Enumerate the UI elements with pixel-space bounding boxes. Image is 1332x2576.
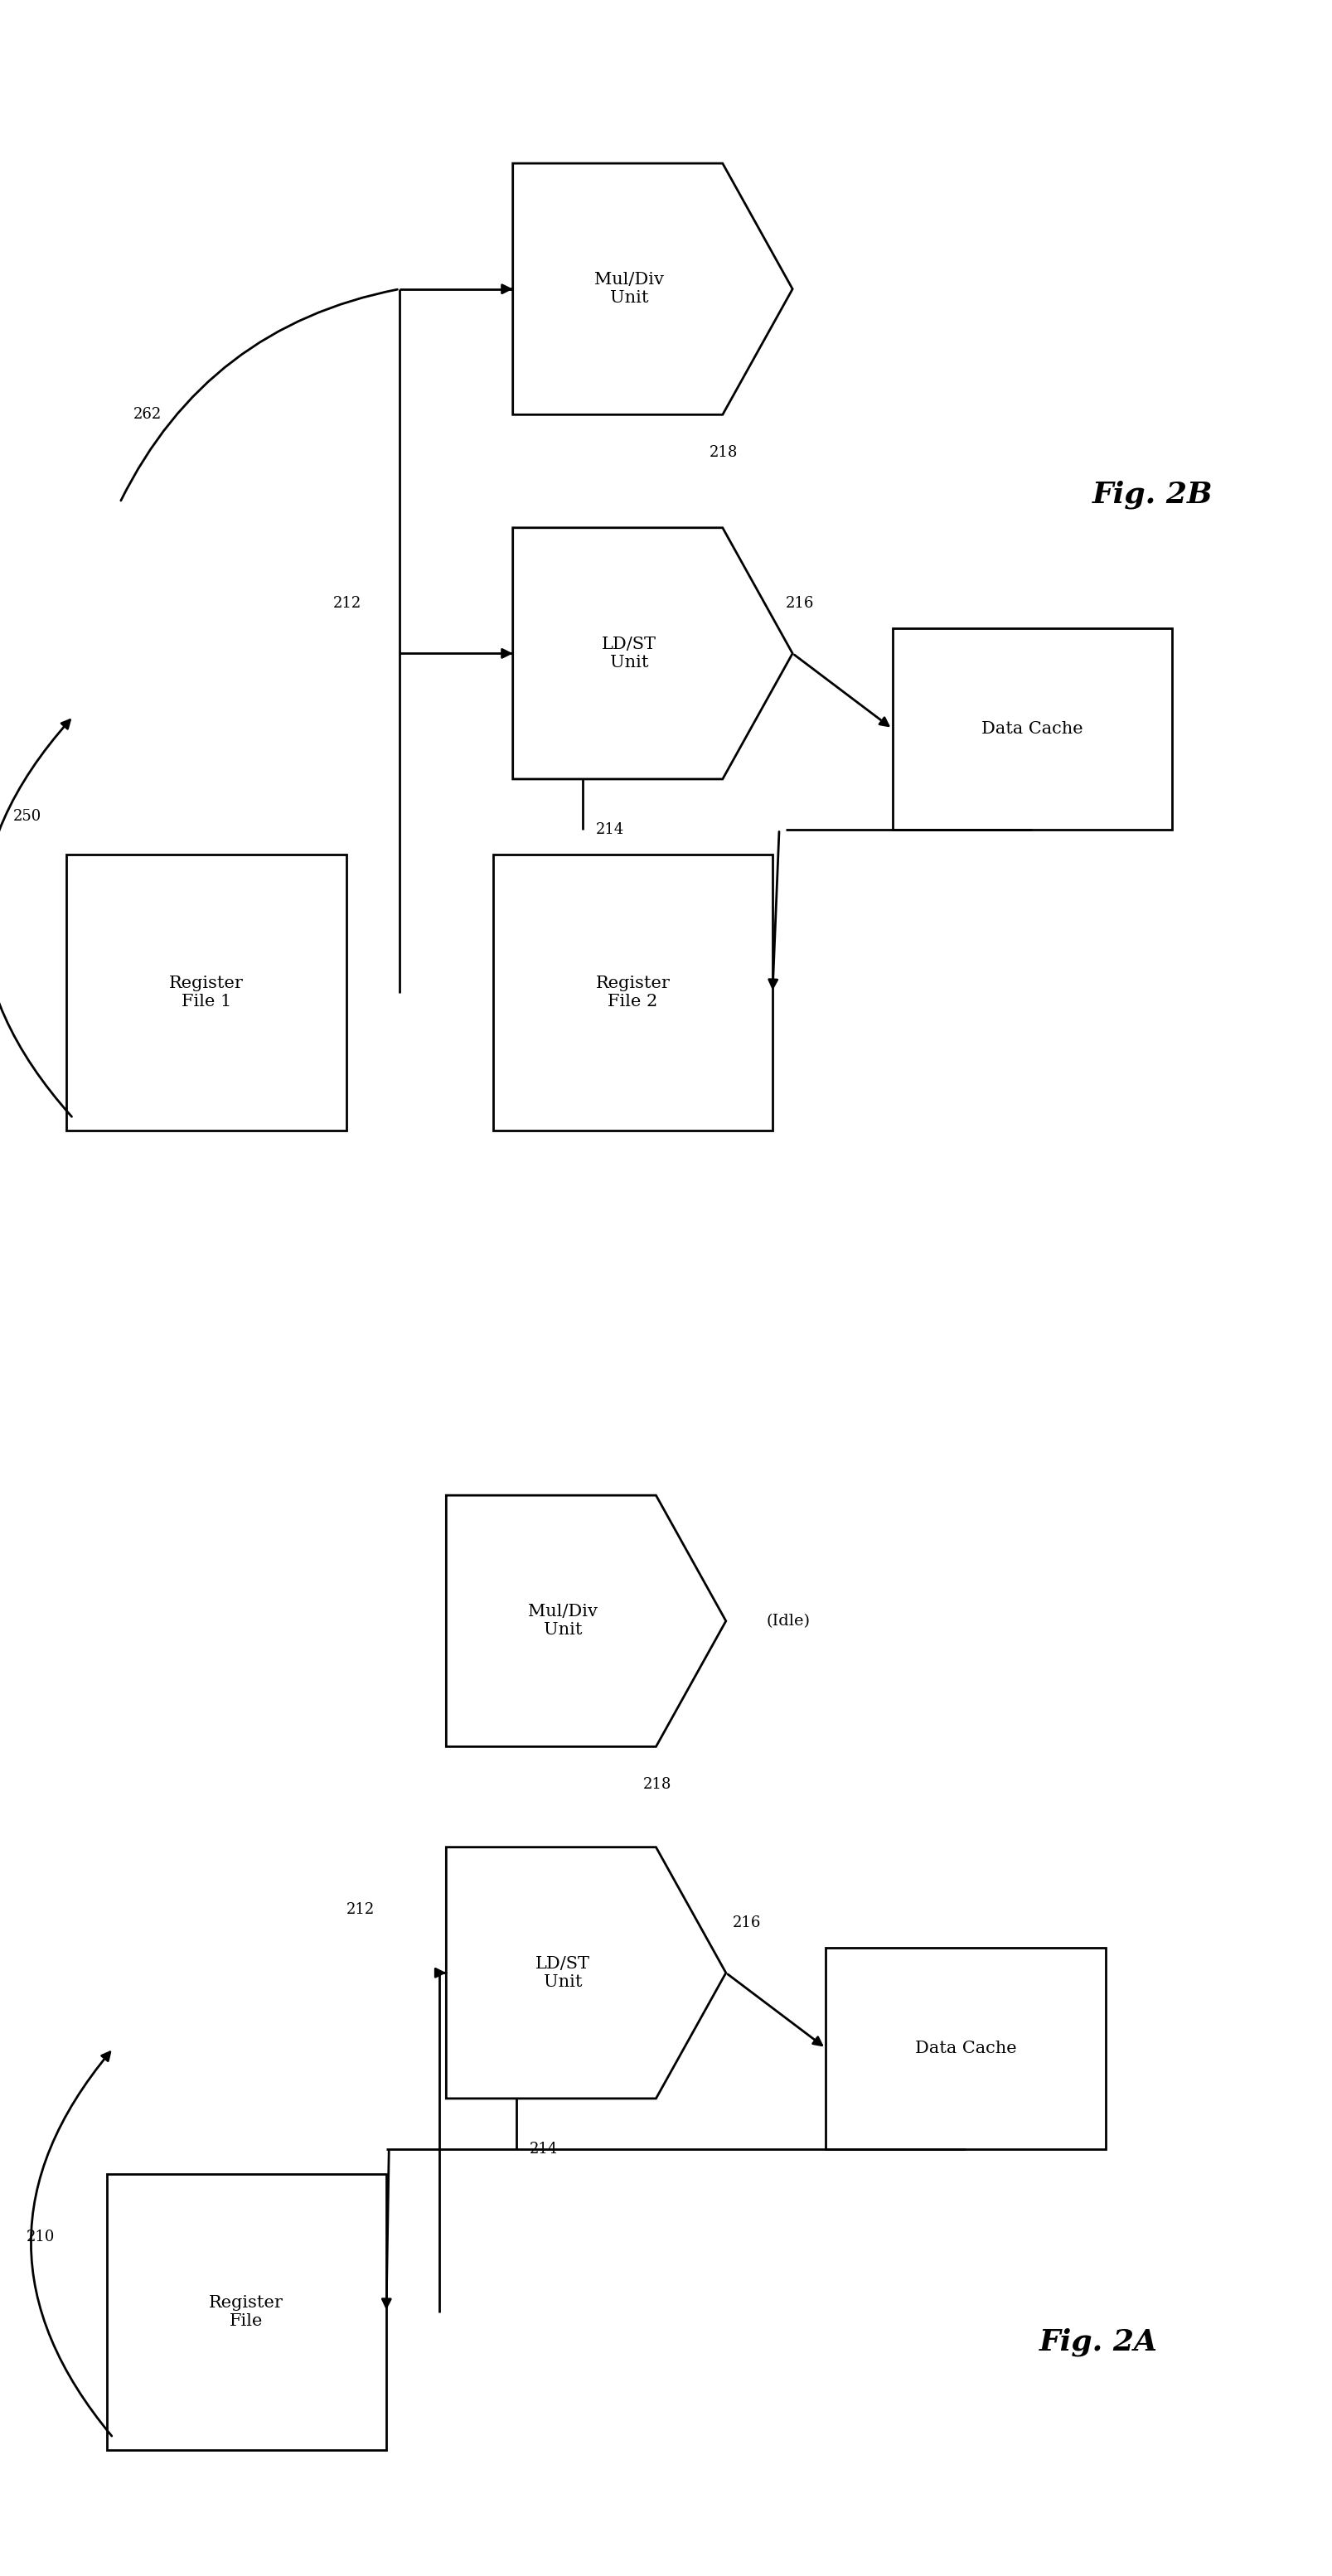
Text: LD/ST
Unit: LD/ST Unit: [602, 636, 657, 670]
Text: Register
File 2: Register File 2: [595, 976, 670, 1010]
Text: 210: 210: [27, 2228, 55, 2244]
Text: Data Cache: Data Cache: [982, 721, 1083, 737]
Text: 214: 214: [597, 822, 625, 837]
Text: Mul/Div
Unit: Mul/Div Unit: [594, 273, 665, 307]
Text: 214: 214: [530, 2141, 558, 2156]
Text: Fig. 2B: Fig. 2B: [1092, 479, 1213, 510]
Text: Register
File 1: Register File 1: [169, 976, 244, 1010]
Text: LD/ST
Unit: LD/ST Unit: [535, 1955, 590, 1989]
Text: Fig. 2A: Fig. 2A: [1039, 2329, 1158, 2357]
Text: 216: 216: [786, 595, 814, 611]
Text: 218: 218: [709, 446, 738, 461]
Text: Register
File: Register File: [209, 2295, 284, 2329]
Bar: [892, 629, 1172, 829]
Bar: [107, 2174, 386, 2450]
Text: 216: 216: [733, 1914, 761, 1929]
Bar: [826, 1947, 1106, 2148]
Bar: [67, 855, 346, 1131]
Text: 262: 262: [133, 407, 161, 422]
Text: Mul/Div
Unit: Mul/Div Unit: [527, 1605, 598, 1638]
Text: 212: 212: [346, 1904, 374, 1917]
Text: 212: 212: [333, 595, 361, 611]
Text: (Idle): (Idle): [766, 1613, 810, 1628]
Text: 250: 250: [13, 809, 41, 824]
Bar: [493, 855, 773, 1131]
Text: 218: 218: [642, 1777, 671, 1793]
Text: Data Cache: Data Cache: [915, 2040, 1016, 2056]
